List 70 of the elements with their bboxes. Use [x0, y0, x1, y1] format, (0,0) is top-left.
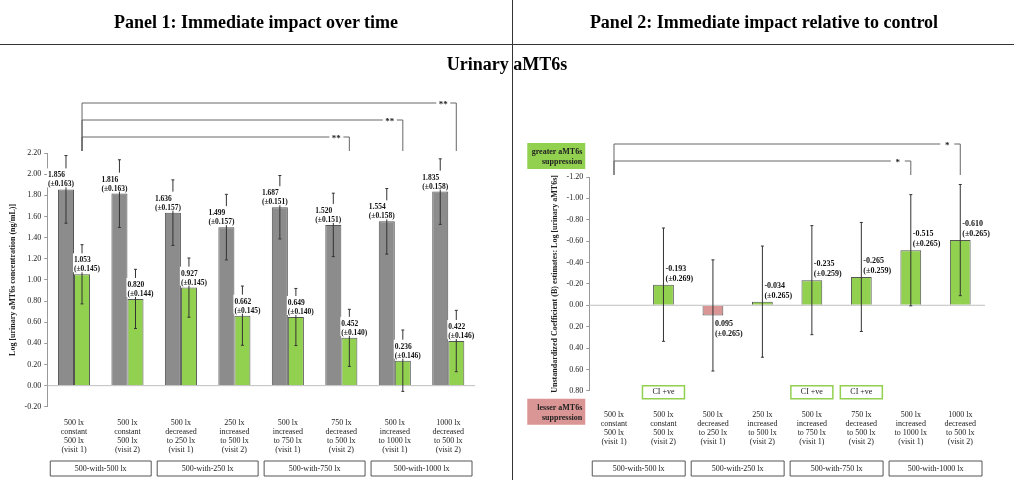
y-tick-label: 1.60 — [27, 211, 42, 221]
y-tick-label: 1.40 — [27, 232, 42, 242]
text: lesser aMT6s suppression — [537, 402, 583, 422]
x-tick-label: 500 lx increased to 1000 lx (visit 1) — [378, 418, 412, 454]
y-tick-label: -0.60 — [566, 236, 584, 246]
data-label: -0.235 (±0.259) — [813, 259, 842, 279]
y-tick-label: 1.80 — [27, 190, 42, 200]
y-tick-label: 0.00 — [27, 380, 42, 390]
text: 500-with-500 lx — [612, 464, 665, 474]
y-tick-label: 0.00 — [569, 300, 584, 310]
text: 500-with-1000 lx — [393, 464, 450, 474]
y-tick-label: 2.20 — [27, 148, 42, 158]
chart-title: Panel 2: Immediate impact relative to control — [513, 0, 1014, 45]
text: greater aMT6s suppression — [531, 147, 583, 166]
y-tick-label: 0.20 — [569, 321, 584, 331]
data-label: -0.265 (±0.259) — [863, 255, 892, 275]
x-tick-label: 750 lx decreased to 500 lx (visit 2) — [325, 418, 358, 454]
x-tick-label: 500 lx increased to 750 lx (visit 1) — [796, 410, 827, 446]
y-tick-label: 1.00 — [27, 274, 42, 284]
y-tick-label: 0.40 — [569, 343, 584, 353]
y-tick-label: -1.20 — [566, 172, 584, 182]
text: * — [895, 157, 901, 168]
y-tick-label: 2.00 — [27, 169, 42, 179]
y-axis-title: Log [urinary aMT6s concentration (ng/mL)] — [7, 203, 17, 356]
annotation: CI +ve — [850, 387, 873, 397]
text: ** — [331, 133, 342, 144]
text: 500-with-250 lx — [711, 464, 764, 474]
chart-title: Panel 1: Immediate impact over time — [0, 0, 512, 45]
text: ** — [385, 116, 395, 127]
y-tick-label: 1.20 — [27, 253, 42, 263]
y-axis-title: Unstandardized Coefficient (B) estimates: Log [urinary aMT6s] — [549, 174, 559, 393]
text: 500-with-250 lx — [181, 464, 234, 474]
y-tick-label: 0.60 — [569, 364, 584, 374]
x-tick-label: 500 lx decreased to 250 lx (visit 1) — [165, 418, 197, 454]
y-tick-label: 0.40 — [27, 338, 42, 348]
x-tick-label: 1000 lx decreased to 500 lx (visit 2) — [944, 410, 977, 446]
x-tick-label: 500 lx constant 500 lx (visit 1) — [600, 410, 629, 446]
text: 500-with-750 lx — [288, 464, 341, 474]
x-tick-label: 500 lx constant 500 lx (visit 2) — [650, 410, 678, 446]
y-tick-label: -0.40 — [566, 257, 584, 267]
x-tick-label: 250 lx increased to 500 lx (visit 2) — [747, 410, 778, 446]
text: 500-with-500 lx — [74, 464, 127, 474]
x-tick-label: 500 lx increased to 1000 lx (visit 1) — [894, 410, 928, 446]
y-tick-label: 0.80 — [27, 296, 42, 306]
y-tick-label: -0.20 — [566, 278, 584, 288]
y-tick-label: -0.20 — [24, 401, 42, 411]
text: 500-with-1000 lx — [907, 464, 964, 474]
x-tick-label: 1000 lx decreased to 500 lx (visit 2) — [432, 418, 465, 454]
annotation: CI +ve — [800, 387, 824, 397]
y-tick-label: -0.80 — [566, 214, 584, 224]
y-tick-label: 0.20 — [27, 359, 42, 369]
data-label: -0.193 (±0.269) — [665, 263, 694, 283]
text: 500-with-750 lx — [810, 464, 863, 474]
y-tick-label: 0.80 — [569, 385, 584, 395]
data-label: -0.610 (±0.265) — [962, 219, 991, 239]
x-tick-label: 750 lx decreased to 500 lx (visit 2) — [845, 410, 878, 446]
chart-subtitle: Urinary aMT6s — [445, 54, 569, 75]
text: * — [945, 140, 951, 151]
x-tick-label: 500 lx increased to 750 lx (visit 1) — [272, 418, 303, 454]
data-label: -0.515 (±0.265) — [912, 229, 941, 249]
x-tick-label: 500 lx constant 500 lx (visit 1) — [60, 418, 89, 454]
data-label: 0.095 (±0.265) — [714, 319, 743, 339]
x-tick-label: 500 lx constant 500 lx (visit 2) — [114, 418, 142, 454]
x-tick-label: 500 lx decreased to 250 lx (visit 1) — [697, 410, 729, 446]
annotation: CI +ve — [652, 387, 675, 397]
text: ** — [438, 99, 449, 110]
y-tick-label: -1.00 — [566, 193, 584, 203]
x-tick-label: 250 lx increased to 500 lx (visit 2) — [219, 418, 250, 454]
data-label: -0.034 (±0.265) — [764, 280, 793, 300]
y-tick-label: 0.60 — [27, 317, 42, 327]
